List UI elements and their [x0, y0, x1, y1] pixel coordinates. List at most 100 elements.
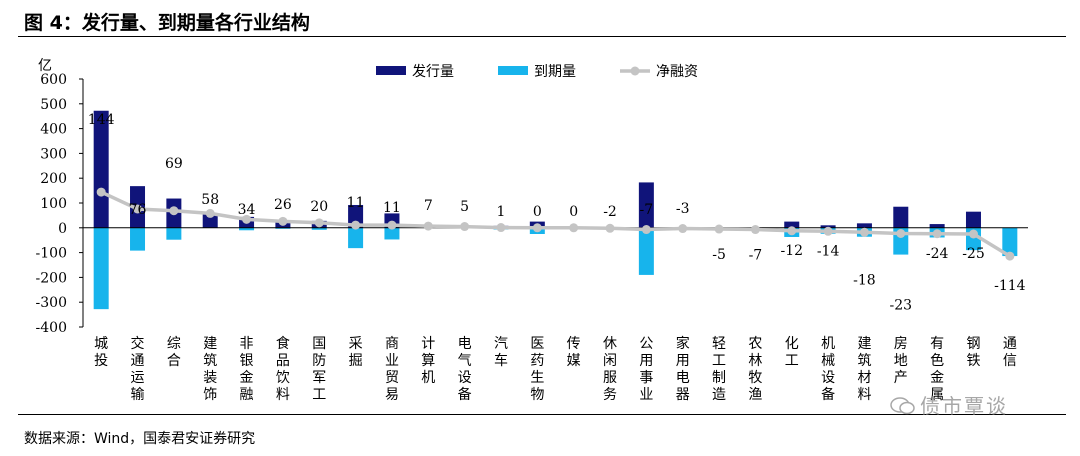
x-category-label: 家用电器 [676, 335, 690, 403]
legend-label: 净融资 [656, 64, 698, 80]
watermark: 债市覃谈 [890, 390, 1008, 419]
issuance-bar [893, 206, 909, 228]
net-financing-point [242, 214, 252, 224]
data-labels: 144 76 69 58 34 26 20 11 11 7 5 1 0 0 -2 -7 -3 -5 -7 -12 -14… [88, 112, 1026, 314]
net-financing-point [314, 218, 324, 228]
net-financing-label: -25 [962, 246, 985, 262]
y-tick-label: -100 [36, 246, 67, 262]
x-category-label: 休闲服务 [603, 336, 617, 403]
maturity-bar [239, 227, 255, 231]
net-financing-point [423, 221, 433, 231]
issuance-bar [348, 204, 364, 228]
legend-swatch [376, 66, 406, 75]
net-financing-point [932, 229, 942, 239]
net-financing-label: 1 [497, 204, 506, 220]
x-axis: 城投 交通运输 综合 建筑装饰 非银金融 食品饮料 国防军工 采掘 商业贸易 计算机 电气设备 汽车医… [94, 335, 1017, 403]
y-tick-label: 100 [40, 196, 67, 212]
net-financing-label: 144 [88, 112, 115, 128]
x-category-label: 计算机 [421, 336, 435, 386]
net-financing-point [496, 223, 506, 233]
x-category-label: 医药生物 [530, 336, 544, 403]
net-financing-label: -114 [994, 278, 1026, 294]
x-category-label: 国防军工 [312, 336, 326, 403]
x-category-label: 农林牧渔 [748, 336, 762, 403]
net-financing-label: 20 [310, 199, 328, 215]
net-financing-label: -23 [890, 298, 913, 314]
net-financing-point [787, 226, 797, 236]
net-financing-label: 11 [347, 195, 365, 211]
net-financing-label: -24 [926, 246, 949, 262]
x-category-label: 公用事业 [639, 336, 653, 403]
net-financing-point [678, 224, 688, 234]
x-category-label: 有色金属 [930, 336, 944, 403]
legend-swatch-marker [630, 66, 640, 76]
bars [93, 110, 1018, 310]
x-category-label: 建筑材料 [857, 336, 871, 403]
net-financing-point [714, 224, 724, 234]
issuance-bar [965, 211, 981, 228]
chart-title: 图 4：发行量、到期量各行业结构 [24, 12, 310, 34]
x-category-label: 商业贸易 [385, 336, 399, 403]
x-category-label: 非银金融 [240, 336, 254, 403]
net-financing-point [750, 225, 760, 235]
y-tick-label: -300 [36, 295, 67, 311]
issuance-bar [784, 221, 800, 228]
net-financing-label: -7 [640, 202, 654, 218]
net-financing-point [605, 223, 615, 233]
issuance-bar [820, 225, 836, 228]
issuance-bar [202, 213, 218, 228]
net-financing-point [896, 229, 906, 239]
net-line-series [96, 187, 1015, 261]
net-financing-point [823, 226, 833, 236]
x-category-label: 机械设备 [821, 336, 835, 403]
net-financing-label: -2 [603, 204, 617, 220]
net-financing-point [205, 208, 215, 218]
maturity-bar [1002, 227, 1018, 257]
net-financing-point [387, 220, 397, 230]
maturity-bar [311, 227, 327, 230]
issuance-bar [929, 224, 945, 228]
legend: 发行量 到期量 净融资 [376, 64, 698, 80]
y-tick-label: 600 [40, 72, 67, 88]
y-tick-label: 200 [40, 171, 67, 187]
x-category-label: 建筑装饰 [203, 336, 217, 403]
y-tick-label: 500 [40, 97, 67, 113]
source-note: 数据来源：Wind，国泰君安证券研究 [24, 431, 256, 447]
x-category-label: 传媒 [567, 336, 581, 369]
maturity-bar [130, 227, 146, 251]
net-financing-point [278, 216, 288, 226]
net-financing-label: 11 [383, 200, 401, 216]
legend-swatch [498, 66, 528, 75]
maturity-bar [384, 227, 400, 240]
maturity-bar [638, 227, 654, 275]
net-financing-label: -18 [853, 272, 876, 288]
x-category-label: 电气设备 [458, 336, 472, 403]
net-financing-point [1005, 251, 1015, 261]
net-financing-point [460, 222, 470, 232]
x-category-label: 房地产 [894, 336, 908, 386]
x-category-label: 轻工制造 [712, 336, 726, 403]
net-financing-point [968, 229, 978, 239]
net-financing-label: 34 [238, 202, 256, 218]
x-category-label: 采掘 [349, 336, 363, 369]
y-tick-label: -200 [36, 270, 67, 286]
bottom-rule [18, 414, 1066, 415]
net-financing-label: 7 [424, 198, 433, 214]
x-category-label: 城投 [94, 336, 108, 369]
y-tick-label: 400 [40, 122, 67, 138]
net-financing-label: 0 [533, 204, 542, 220]
net-financing-label: -5 [712, 247, 726, 263]
maturity-bar [166, 227, 182, 240]
issuance-bar [638, 182, 654, 228]
net-financing-point [859, 227, 869, 237]
top-rule [18, 36, 1066, 37]
net-financing-label: -7 [749, 248, 763, 264]
x-category-label: 通信 [1003, 336, 1017, 369]
net-financing-label: -3 [676, 201, 690, 217]
net-financing-label: -12 [780, 243, 803, 259]
net-financing-point [569, 223, 579, 233]
y-unit-label: 亿 [38, 58, 52, 74]
maturity-bar [93, 227, 109, 310]
x-category-label: 交通运输 [131, 335, 145, 403]
